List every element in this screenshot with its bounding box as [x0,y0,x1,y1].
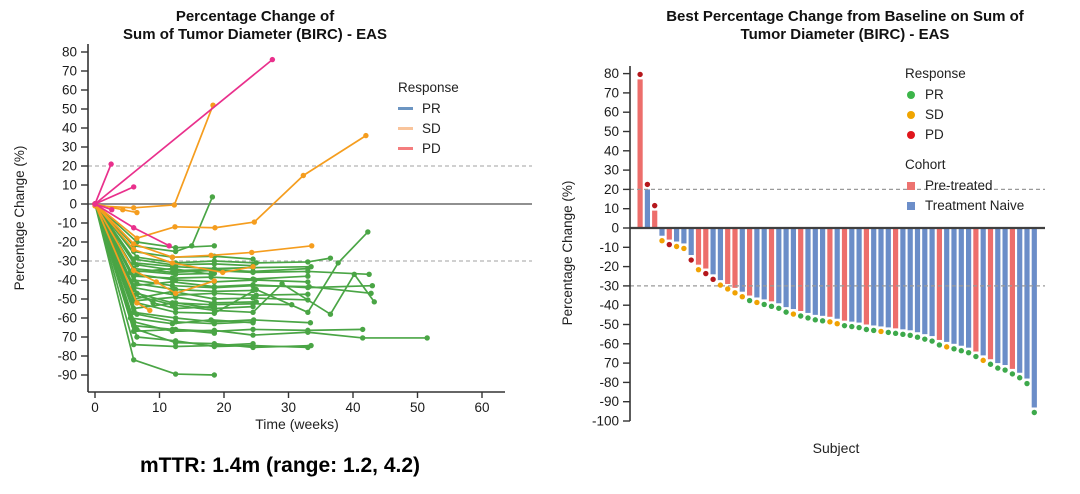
svg-text:-60: -60 [599,336,619,351]
svg-text:-20: -20 [57,235,77,250]
spider-plot-title: Percentage Change of Sum of Tumor Diamet… [0,8,510,44]
svg-text:0: 0 [611,221,619,236]
pr-dot-swatch [907,90,915,99]
svg-text:-90: -90 [57,368,77,383]
svg-text:80: 80 [604,66,619,81]
pd-line-swatch [398,147,413,150]
mttr-footnote: mTTR: 1.4m (range: 1.2, 4.2) [139,454,421,477]
svg-text:30: 30 [62,140,77,155]
response-legend-title: Response [905,66,966,81]
waterfall-xlabel: Subject [812,440,860,456]
spider-plot-legend: Response PR SD PD [398,80,459,160]
svg-text:-80: -80 [57,349,77,364]
naive-label: Treatment Naive [925,198,1025,213]
svg-text:-100: -100 [592,414,619,429]
spider-plot-title-line2: Sum of Tumor Diameter (BIRC) - EAS [123,26,387,43]
waterfall-plot: 80 70 60 50 40 30 20 10 0 -10 -20 -30 -40 -50 -60 70 -80… [592,66,1045,429]
svg-text:60: 60 [62,83,77,98]
pd-label: PD [925,127,944,142]
sd-label: SD [422,121,441,136]
svg-text:50: 50 [604,124,619,139]
waterfall-legend: Response PR SD PD Cohort Pre-treated Tre… [905,66,1024,217]
svg-text:40: 40 [62,121,77,136]
svg-text:70: 70 [604,85,619,100]
svg-text:50: 50 [410,400,425,415]
svg-text:80: 80 [62,45,77,60]
svg-text:-50: -50 [599,317,619,332]
spider-plot-title-line1: Percentage Change of [175,8,335,25]
pr-label: PR [925,87,944,102]
svg-text:10: 10 [152,400,167,415]
response-legend-item-pr: PR [905,86,1024,103]
svg-text:-30: -30 [57,254,77,269]
sd-line-swatch [398,127,413,130]
svg-text:0: 0 [91,400,99,415]
svg-text:-10: -10 [599,240,619,255]
naive-square-swatch [907,201,915,210]
svg-text:60: 60 [474,400,489,415]
response-legend-item-pd: PD [905,126,1024,143]
pretreated-label: Pre-treated [925,178,993,193]
pr-label: PR [422,101,441,116]
svg-text:20: 20 [216,400,231,415]
waterfall-ylabel: Percentage Change (%) [560,180,575,326]
svg-text:-90: -90 [599,394,619,409]
spider-plot-ylabel: Percentage Change (%) [12,145,27,291]
svg-text:-40: -40 [599,298,619,313]
svg-text:0: 0 [69,197,77,212]
waterfall-title-line1: Best Percentage Change from Baseline on … [666,8,1024,25]
waterfall-title-line2: Tumor Diameter (BIRC) - EAS [740,26,950,43]
svg-text:10: 10 [604,201,619,216]
cohort-legend-item-pretreated: Pre-treated [905,177,1024,194]
pretreated-square-swatch [907,181,915,190]
response-legend-item-sd: SD [905,106,1024,123]
svg-text:40: 40 [604,143,619,158]
spider-legend-title: Response [398,80,459,95]
spider-legend-item-pr: PR [398,100,459,117]
svg-text:70: 70 [62,330,77,345]
svg-text:10: 10 [62,178,77,193]
pr-line-swatch [398,107,413,110]
svg-text:-50: -50 [57,292,77,307]
cohort-legend-item-naive: Treatment Naive [905,197,1024,214]
svg-text:60: 60 [604,105,619,120]
svg-text:-20: -20 [599,259,619,274]
svg-text:70: 70 [604,356,619,371]
svg-text:30: 30 [604,163,619,178]
svg-text:50: 50 [62,102,77,117]
svg-text:40: 40 [345,400,360,415]
svg-text:20: 20 [604,182,619,197]
spider-legend-item-pd: PD [398,140,459,157]
cohort-legend-title: Cohort [905,157,946,172]
spider-plot-xlabel: Time (weeks) [255,416,339,432]
pd-dot-swatch [907,130,915,139]
svg-text:70: 70 [62,64,77,79]
svg-text:-10: -10 [57,216,77,231]
svg-text:-30: -30 [599,278,619,293]
pd-label: PD [422,141,441,156]
waterfall-plot-title: Best Percentage Change from Baseline on … [610,8,1080,44]
spider-legend-item-sd: SD [398,120,459,137]
svg-text:-60: -60 [57,311,77,326]
svg-text:-80: -80 [599,375,619,390]
svg-text:20: 20 [62,159,77,174]
svg-text:-40: -40 [57,273,77,288]
sd-label: SD [925,107,944,122]
sd-dot-swatch [907,110,915,119]
spider-plot: 80 70 60 50 40 30 20 10 0 -10 -20 -30 -40 -50 -60 70 -80… [57,44,532,415]
cohort-legend: Cohort Pre-treated Treatment Naive [905,157,1024,214]
svg-text:30: 30 [281,400,296,415]
